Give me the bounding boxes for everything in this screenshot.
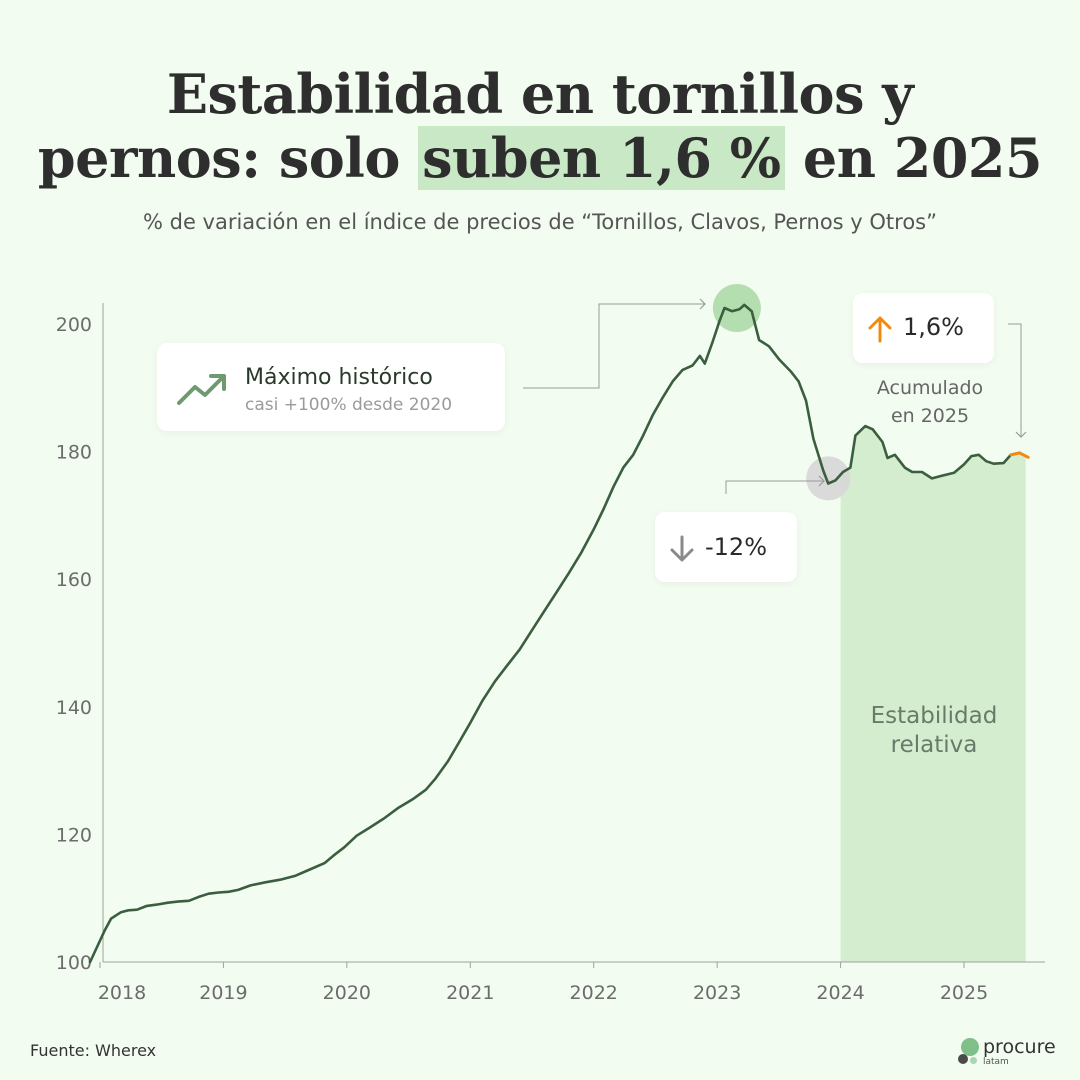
stability-label: Estabilidad relativa <box>840 702 1028 760</box>
ytd-label-line-2: en 2025 <box>890 405 970 427</box>
ytd-annotation-card: 1,6% <box>853 293 994 363</box>
peak-marker <box>712 284 761 333</box>
x-tick-label: 2020 <box>323 982 371 1004</box>
title-line-2-start: pernos: solo <box>37 126 419 190</box>
logo-dot-large <box>961 1038 979 1056</box>
ytd-label-line-1: Acumulado <box>876 377 984 399</box>
ytd-line-segment <box>1009 451 1030 459</box>
stability-line-2: relativa <box>890 732 978 758</box>
ytd-label: Acumulado en 2025 <box>852 374 1008 430</box>
drop-value: -12% <box>705 533 768 561</box>
logo-dot-dark <box>958 1054 968 1064</box>
ytd-value: 1,6% <box>903 313 964 341</box>
y-tick-label: 160 <box>56 569 92 591</box>
x-tick-label: 2018 <box>98 982 146 1004</box>
chart-subtitle: % de variación en el índice de precios d… <box>142 210 938 234</box>
x-tick-label: 2021 <box>446 982 494 1004</box>
series-line <box>88 303 1013 964</box>
logo-word: procure <box>983 1036 1056 1058</box>
trending-up-icon <box>175 371 231 412</box>
max-leader-arrow <box>699 298 706 310</box>
drop-leader-arrow <box>818 475 825 487</box>
title-highlight: suben 1,6 % <box>418 126 785 190</box>
x-tick-label: 2023 <box>693 982 741 1004</box>
y-tick-label: 180 <box>56 442 92 464</box>
stability-line-1: Estabilidad <box>870 703 998 729</box>
ytd-leader-line <box>1008 323 1022 437</box>
chart-title: Estabilidad en tornillos y pernos: solo … <box>0 62 1080 190</box>
arrow-up-icon <box>867 315 893 348</box>
arrow-down-icon <box>669 535 695 568</box>
logo-sub: latam <box>983 1057 1009 1067</box>
procure-logo: procure latam <box>958 1036 1058 1068</box>
y-tick-label: 200 <box>56 314 92 336</box>
max-leader-line <box>523 303 705 389</box>
max-subtitle: casi +100% desde 2020 <box>245 395 453 415</box>
logo-dot-small <box>970 1057 977 1064</box>
source-note: Fuente: Wherex <box>30 1041 157 1060</box>
trough-marker <box>806 456 851 501</box>
y-tick-label: 140 <box>56 697 92 719</box>
title-line-2: pernos: solo suben 1,6 % en 2025 <box>0 126 1080 190</box>
drop-annotation-card: -12% <box>655 512 797 582</box>
max-title: Máximo histórico <box>245 365 433 390</box>
max-annotation-card: Máximo histórico casi +100% desde 2020 <box>157 343 505 431</box>
x-tick-label: 2019 <box>199 982 247 1004</box>
x-tick-label: 2025 <box>940 982 988 1004</box>
stability-region <box>840 426 1026 963</box>
drop-leader-line <box>725 480 824 494</box>
title-line-1: Estabilidad en tornillos y <box>166 62 914 126</box>
x-tick-label: 2024 <box>816 982 864 1004</box>
y-tick-label: 100 <box>56 952 92 974</box>
title-line-2-end: en 2025 <box>784 126 1043 190</box>
ytd-leader-arrow <box>1015 431 1027 438</box>
x-tick-label: 2022 <box>570 982 618 1004</box>
y-tick-label: 120 <box>56 824 92 846</box>
